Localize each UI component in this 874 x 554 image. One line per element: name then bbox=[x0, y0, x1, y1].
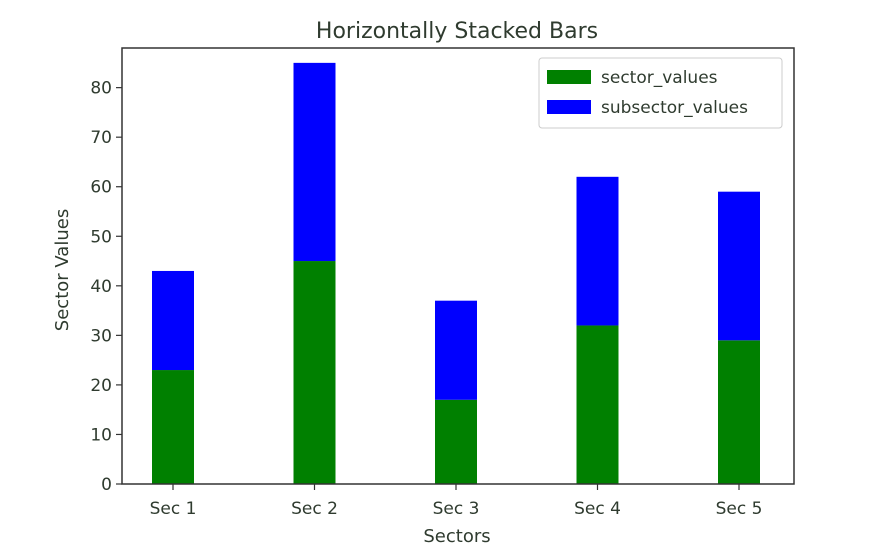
y-tick-label: 40 bbox=[90, 277, 112, 297]
y-tick-label: 60 bbox=[90, 178, 112, 198]
x-tick-label: Sec 3 bbox=[433, 499, 480, 519]
x-tick-label: Sec 1 bbox=[150, 499, 197, 519]
bars-layer bbox=[152, 62, 760, 484]
y-tick-label: 20 bbox=[90, 376, 112, 396]
y-tick-label: 10 bbox=[90, 425, 112, 445]
x-tick-label: Sec 4 bbox=[574, 499, 621, 519]
bar-sector-values-5 bbox=[718, 340, 760, 484]
bar-sector-values-2 bbox=[293, 261, 336, 484]
legend: sector_values subsector_values bbox=[538, 57, 783, 129]
legend-swatch-sector-values bbox=[547, 70, 591, 84]
y-tick-label: 30 bbox=[90, 326, 112, 346]
bar-subsector-values-1 bbox=[152, 270, 194, 371]
x-axis-label: Sectors bbox=[423, 526, 490, 547]
bar-subsector-values-2 bbox=[293, 62, 336, 262]
y-axis: 0 10 20 30 40 50 60 70 80 bbox=[90, 79, 122, 495]
bar-subsector-values-4 bbox=[576, 176, 619, 326]
bar-sector-values-3 bbox=[435, 399, 477, 484]
bar-sector-values-4 bbox=[576, 325, 619, 484]
bar-subsector-values-3 bbox=[435, 300, 477, 400]
bar-subsector-values-5 bbox=[718, 191, 760, 341]
legend-swatch-subsector-values bbox=[547, 100, 591, 114]
bar-sector-values-1 bbox=[152, 370, 194, 484]
x-tick-label: Sec 2 bbox=[291, 499, 338, 519]
y-axis-label: Sector Values bbox=[52, 209, 73, 331]
y-tick-label: 50 bbox=[90, 227, 112, 247]
y-tick-label: 80 bbox=[90, 79, 112, 99]
chart-title: Horizontally Stacked Bars bbox=[316, 19, 598, 44]
y-tick-label: 70 bbox=[90, 128, 112, 148]
x-axis: Sec 1 Sec 2 Sec 3 Sec 4 Sec 5 bbox=[150, 484, 763, 519]
plot-frame bbox=[121, 47, 795, 485]
legend-label-subsector-values: subsector_values bbox=[601, 98, 748, 118]
legend-box bbox=[538, 57, 783, 129]
y-tick-label: 0 bbox=[101, 475, 112, 495]
legend-label-sector-values: sector_values bbox=[601, 68, 718, 88]
x-tick-label: Sec 5 bbox=[716, 499, 763, 519]
